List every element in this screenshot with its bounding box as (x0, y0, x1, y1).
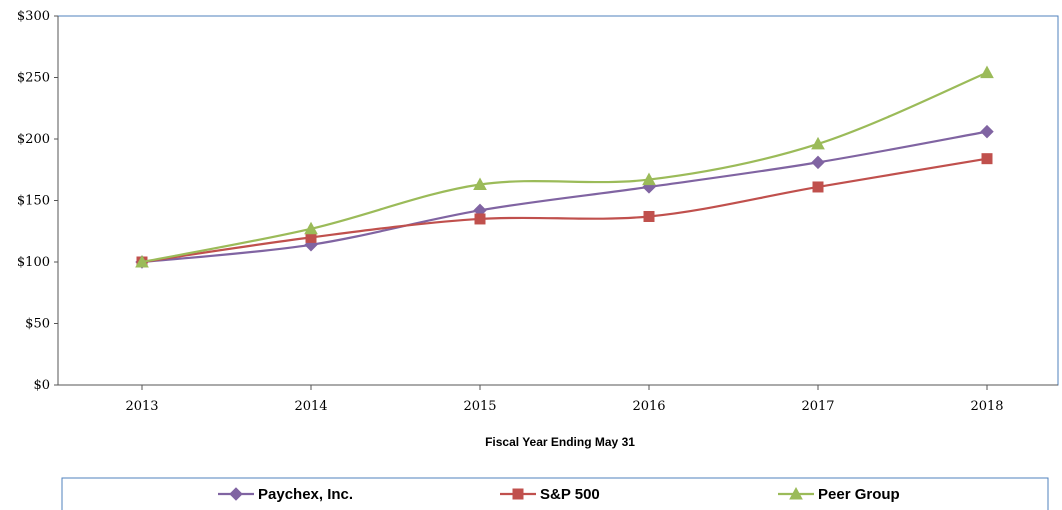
data-point-peer-group (811, 136, 825, 150)
legend-box (61, 477, 1049, 510)
x-axis: 2013 2014 2015 2016 2017 2018 (125, 385, 1004, 414)
data-point-sp500 (474, 213, 486, 225)
y-tick-label: $250 (17, 71, 50, 86)
legend-item-paychex: Paychex, Inc. (218, 486, 353, 503)
data-point-paychex (980, 124, 994, 139)
y-tick-label: $150 (17, 194, 50, 209)
series-line-peer-group (141, 71, 988, 264)
legend: Paychex, Inc. S&P 500 Peer Group (61, 477, 1049, 510)
legend-label: Paychex, Inc. (258, 486, 353, 503)
legend-label: S&P 500 (540, 486, 600, 503)
data-point-peer-group (980, 65, 994, 79)
series-layer (135, 65, 994, 269)
y-axis: $0 $50 $100 $150 $200 $250 $300 (17, 9, 58, 393)
series-line-paychex (141, 130, 988, 264)
legend-marker-paychex (229, 487, 243, 501)
data-point-peer-group (473, 177, 487, 191)
data-point-sp500 (812, 181, 824, 193)
legend-label: Peer Group (818, 486, 900, 503)
y-tick-label: $0 (33, 378, 50, 393)
y-tick-label: $200 (17, 132, 50, 147)
data-point-sp500 (981, 153, 993, 165)
x-tick-label: 2018 (970, 399, 1003, 414)
x-tick-label: 2015 (463, 399, 496, 414)
legend-item-sp500: S&P 500 (500, 486, 600, 503)
x-axis-label: Fiscal Year Ending May 31 (485, 435, 635, 449)
legend-item-peer-group: Peer Group (778, 486, 900, 503)
data-point-peer-group (304, 221, 318, 235)
legend-marker-sp500 (512, 488, 524, 500)
data-point-peer-group (642, 172, 656, 186)
plot-border (57, 15, 1059, 386)
legend-marker-peer-group (789, 486, 803, 500)
y-tick-label: $100 (17, 255, 50, 270)
series-paychex (135, 124, 994, 269)
x-tick-label: 2016 (632, 399, 665, 414)
series-line-sp500 (141, 157, 988, 264)
x-tick-label: 2017 (801, 399, 834, 414)
data-point-paychex (811, 155, 825, 170)
x-tick-label: 2014 (294, 399, 327, 414)
x-tick-label: 2013 (125, 399, 158, 414)
plot-area (57, 15, 1059, 386)
y-tick-label: $300 (17, 9, 50, 24)
data-point-sp500 (643, 210, 655, 222)
series-peer-group (135, 65, 994, 268)
data-point-peer-group (135, 254, 149, 268)
y-tick-label: $50 (25, 317, 50, 332)
